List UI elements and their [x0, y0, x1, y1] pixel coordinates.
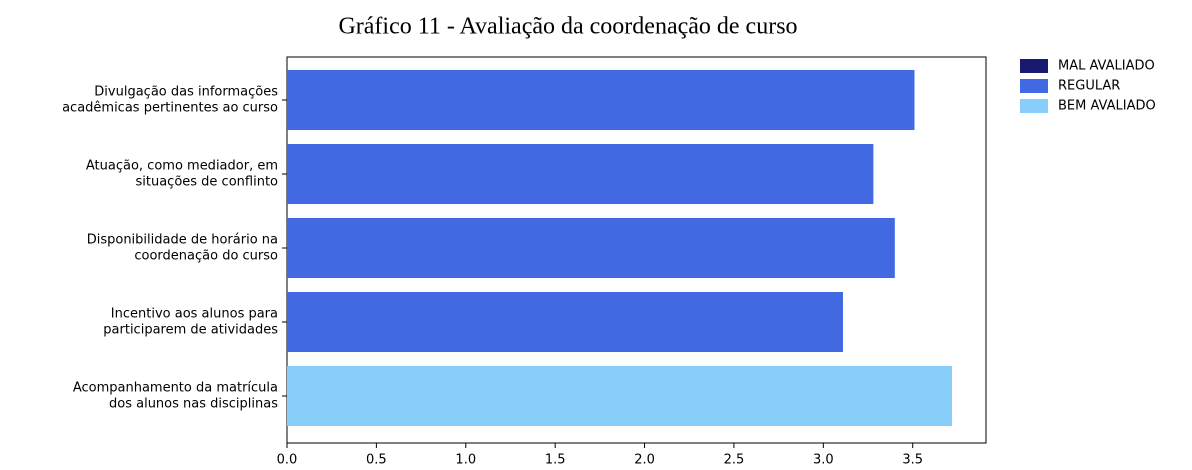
x-tick-label: 2.0 — [634, 453, 655, 468]
x-tick-label: 3.5 — [902, 453, 923, 468]
chart-title: Gráfico 11 - Avaliação da coordenação de… — [338, 14, 797, 40]
x-tick-label: 1.0 — [455, 453, 476, 468]
legend-label: BEM AVALIADO — [1058, 99, 1156, 114]
y-tick-label: acadêmicas pertinentes ao curso — [62, 101, 278, 116]
y-tick-label: participarem de atividades — [103, 323, 278, 338]
y-tick-label: Atuação, como mediador, em — [86, 159, 278, 174]
y-tick-label: situações de conflinto — [135, 175, 278, 190]
y-tick-label: Incentivo aos alunos para — [111, 307, 278, 322]
legend-swatch — [1020, 99, 1048, 113]
x-tick-label: 2.5 — [724, 453, 745, 468]
bar — [287, 366, 953, 426]
bar — [287, 218, 895, 278]
bar — [287, 70, 915, 130]
y-tick-label: Divulgação das informações — [94, 85, 278, 100]
legend-swatch — [1020, 79, 1048, 93]
y-tick-label: Disponibilidade de horário na — [87, 233, 278, 248]
x-tick-label: 1.5 — [545, 453, 566, 468]
x-tick-label: 0.5 — [366, 453, 387, 468]
y-tick-label: dos alunos nas disciplinas — [109, 397, 278, 412]
y-tick-label: coordenação do curso — [134, 249, 278, 264]
x-tick-label: 0.0 — [277, 453, 298, 468]
x-tick-label: 3.0 — [813, 453, 834, 468]
y-tick-label: Acompanhamento da matrícula — [73, 381, 278, 396]
legend-label: REGULAR — [1058, 79, 1120, 94]
bar — [287, 292, 843, 352]
bar — [287, 144, 874, 204]
legend-label: MAL AVALIADO — [1058, 59, 1155, 74]
legend-swatch — [1020, 59, 1048, 73]
